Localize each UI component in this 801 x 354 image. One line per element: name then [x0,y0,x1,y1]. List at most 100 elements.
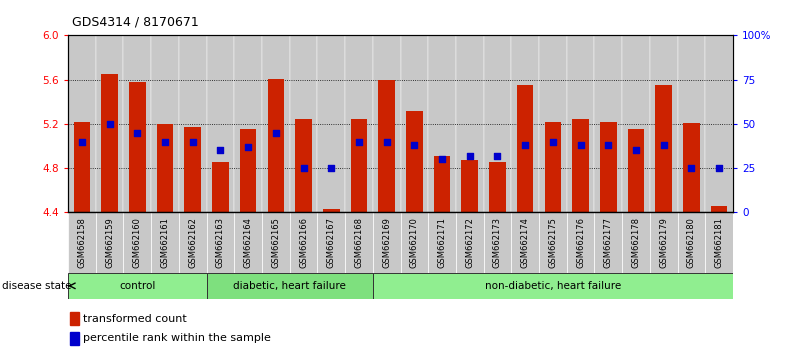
Bar [262,35,290,212]
Text: GSM662170: GSM662170 [410,217,419,268]
Text: GSM662166: GSM662166 [299,217,308,268]
Bar [96,35,123,212]
Text: GSM662172: GSM662172 [465,217,474,268]
FancyBboxPatch shape [207,273,372,299]
Text: GSM662169: GSM662169 [382,217,391,268]
Text: GSM662160: GSM662160 [133,217,142,268]
Bar [572,119,589,212]
Text: GSM662175: GSM662175 [549,217,557,268]
Bar [151,35,179,212]
Bar [678,35,705,212]
FancyBboxPatch shape [400,212,429,273]
Text: GSM662171: GSM662171 [437,217,446,268]
Text: control: control [119,281,155,291]
Point [630,148,642,153]
Bar [70,312,79,325]
Point [75,139,88,144]
FancyBboxPatch shape [151,212,179,273]
Point [159,139,171,144]
Point [131,130,143,136]
FancyBboxPatch shape [650,212,678,273]
Point [103,121,116,127]
Bar [567,35,594,212]
FancyBboxPatch shape [68,212,96,273]
FancyBboxPatch shape [96,212,123,273]
Bar [545,122,562,212]
Bar [461,160,478,212]
Point [297,165,310,171]
Bar [400,35,429,212]
Point [491,153,504,159]
FancyBboxPatch shape [511,212,539,273]
Bar [600,122,617,212]
Bar [157,124,173,212]
Bar [123,35,151,212]
Text: GSM662168: GSM662168 [355,217,364,268]
Point [713,165,726,171]
FancyBboxPatch shape [567,212,594,273]
FancyBboxPatch shape [678,212,705,273]
Bar [74,122,91,212]
FancyBboxPatch shape [456,212,484,273]
Point [436,156,449,162]
FancyBboxPatch shape [372,273,733,299]
Bar [239,130,256,212]
Point [325,165,338,171]
Bar [406,110,423,212]
Point [187,139,199,144]
Bar [683,123,700,212]
FancyBboxPatch shape [123,212,151,273]
Text: non-diabetic, heart failure: non-diabetic, heart failure [485,281,621,291]
Text: GDS4314 / 8170671: GDS4314 / 8170671 [72,16,199,29]
Text: GSM662178: GSM662178 [631,217,641,268]
Bar [456,35,484,212]
Point [380,139,393,144]
Bar [68,35,96,212]
Text: GSM662181: GSM662181 [714,217,723,268]
Point [574,142,587,148]
Text: GSM662167: GSM662167 [327,217,336,268]
FancyBboxPatch shape [317,212,345,273]
Text: percentile rank within the sample: percentile rank within the sample [83,333,272,343]
Text: GSM662177: GSM662177 [604,217,613,268]
Bar [429,35,456,212]
Point [546,139,559,144]
Bar [323,209,340,212]
Bar [351,119,367,212]
Text: GSM662164: GSM662164 [244,217,252,268]
FancyBboxPatch shape [539,212,567,273]
Bar [517,85,533,212]
Point [602,142,614,148]
Text: GSM662161: GSM662161 [160,217,170,268]
Text: GSM662179: GSM662179 [659,217,668,268]
Point [352,139,365,144]
FancyBboxPatch shape [594,212,622,273]
Point [408,142,421,148]
Bar [622,35,650,212]
FancyBboxPatch shape [207,212,235,273]
Bar [434,156,450,212]
Bar [628,130,644,212]
Text: GSM662162: GSM662162 [188,217,197,268]
Text: GSM662180: GSM662180 [687,217,696,268]
FancyBboxPatch shape [262,212,290,273]
Text: GSM662158: GSM662158 [78,217,87,268]
Bar [650,35,678,212]
Bar [296,119,312,212]
Bar [317,35,345,212]
Bar [207,35,235,212]
Bar [129,82,146,212]
FancyBboxPatch shape [68,273,207,299]
Bar [655,85,672,212]
Bar [212,161,229,212]
Bar [235,35,262,212]
Text: GSM662173: GSM662173 [493,217,502,268]
Point [519,142,532,148]
Bar [179,35,207,212]
Text: diabetic, heart failure: diabetic, heart failure [233,281,346,291]
FancyBboxPatch shape [705,212,733,273]
Point [685,165,698,171]
FancyBboxPatch shape [290,212,317,273]
Bar [345,35,372,212]
Bar [489,161,505,212]
